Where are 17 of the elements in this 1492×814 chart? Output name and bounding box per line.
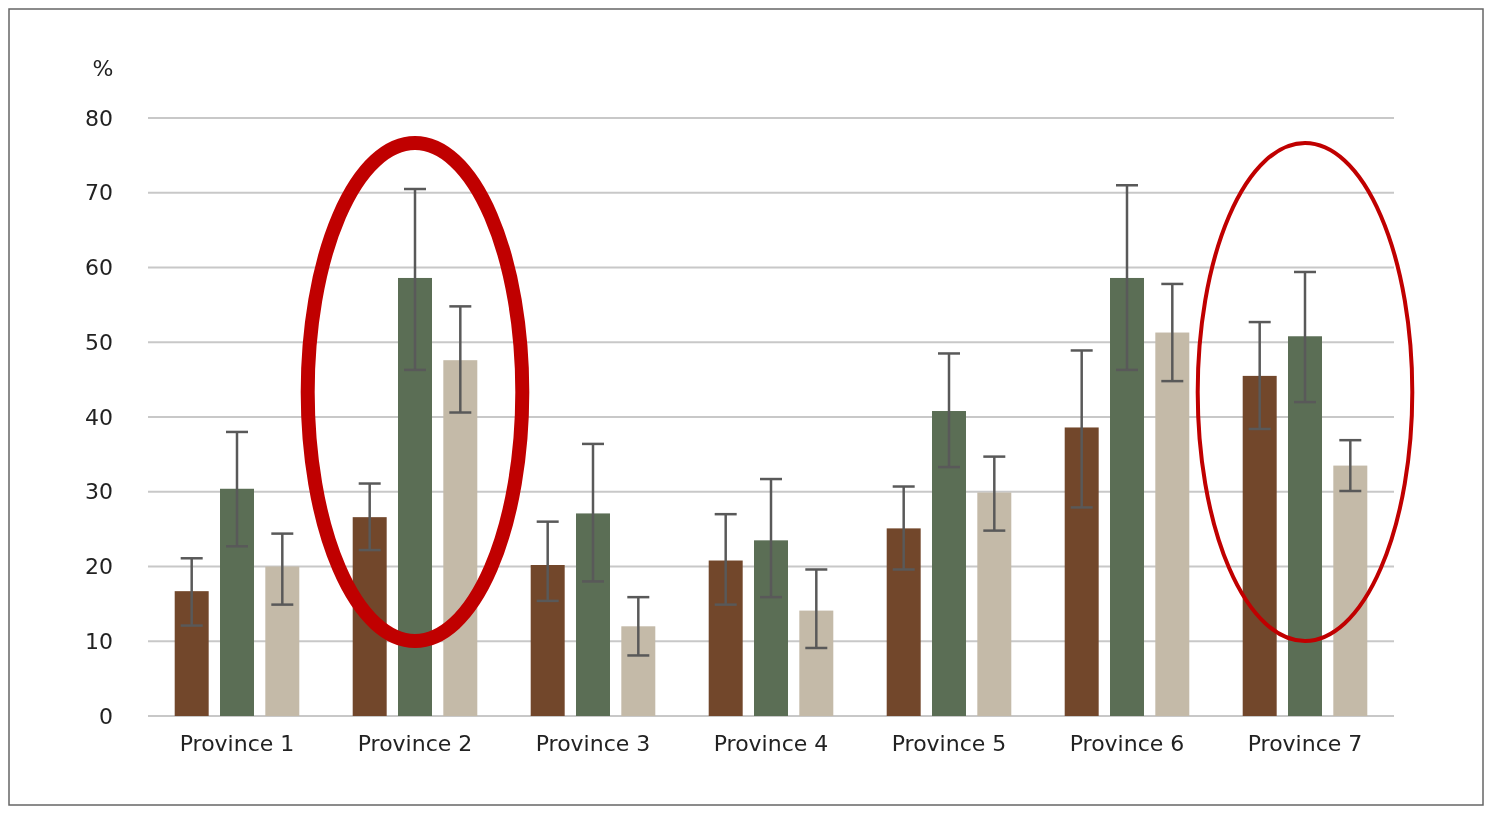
- y-tick-label: 0: [99, 703, 113, 729]
- y-tick-label: 20: [85, 554, 113, 580]
- y-tick-label: 30: [85, 479, 113, 505]
- x-tick-label: Province 2: [357, 731, 473, 756]
- y-tick-label: 60: [85, 255, 113, 281]
- x-tick-label: Province 6: [1069, 731, 1185, 756]
- x-tick-label: Province 7: [1247, 731, 1363, 756]
- y-tick-label: 10: [85, 628, 113, 654]
- y-tick-label: 40: [85, 404, 113, 430]
- x-tick-label: Province 5: [891, 731, 1007, 756]
- y-axis-title: %: [92, 55, 114, 81]
- y-tick-label: 50: [85, 329, 113, 355]
- y-tick-label: 70: [85, 180, 113, 206]
- x-tick-label: Province 3: [535, 731, 651, 756]
- y-tick-label: 80: [85, 105, 113, 131]
- x-tick-label: Province 1: [179, 731, 295, 756]
- x-tick-label: Province 4: [713, 731, 829, 756]
